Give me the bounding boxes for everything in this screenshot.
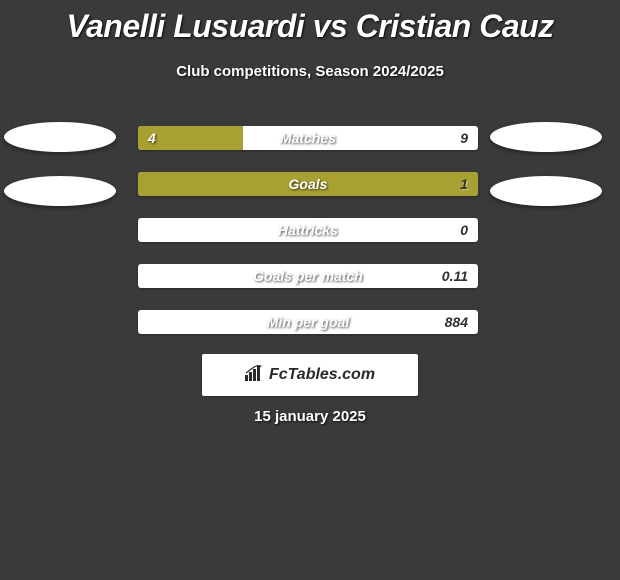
stat-bar: Hattricks0 [138,218,478,242]
stat-bar: 4Matches9 [138,126,478,150]
source-logo: FcTables.com [202,354,418,396]
player2-badge-row2 [490,176,602,206]
stat-label: Goals [138,172,478,196]
snapshot-date: 15 january 2025 [0,408,620,425]
chart-icon [245,365,265,386]
logo-text: FcTables.com [269,366,375,384]
stat-label: Goals per match [138,264,478,288]
stat-bar: Min per goal884 [138,310,478,334]
stat-bars: 4Matches9 Goals1 Hattricks0 Goals per match… [138,126,478,356]
page-title: Vanelli Lusuardi vs Cristian Cauz [0,0,620,45]
stat-bar: Goals1 [138,172,478,196]
stat-right-value: 0 [460,218,468,242]
stat-label: Matches [138,126,478,150]
player1-badge-row2 [4,176,116,206]
stat-label: Hattricks [138,218,478,242]
subtitle: Club competitions, Season 2024/2025 [0,63,620,80]
stat-right-value: 1 [460,172,468,196]
player1-badge-row1 [4,122,116,152]
stat-bar: Goals per match0.11 [138,264,478,288]
stat-right-value: 9 [460,126,468,150]
comparison-card: Vanelli Lusuardi vs Cristian Cauz Club c… [0,0,620,580]
stat-label: Min per goal [138,310,478,334]
stat-right-value: 884 [445,310,468,334]
player2-badge-row1 [490,122,602,152]
stat-right-value: 0.11 [442,264,468,288]
